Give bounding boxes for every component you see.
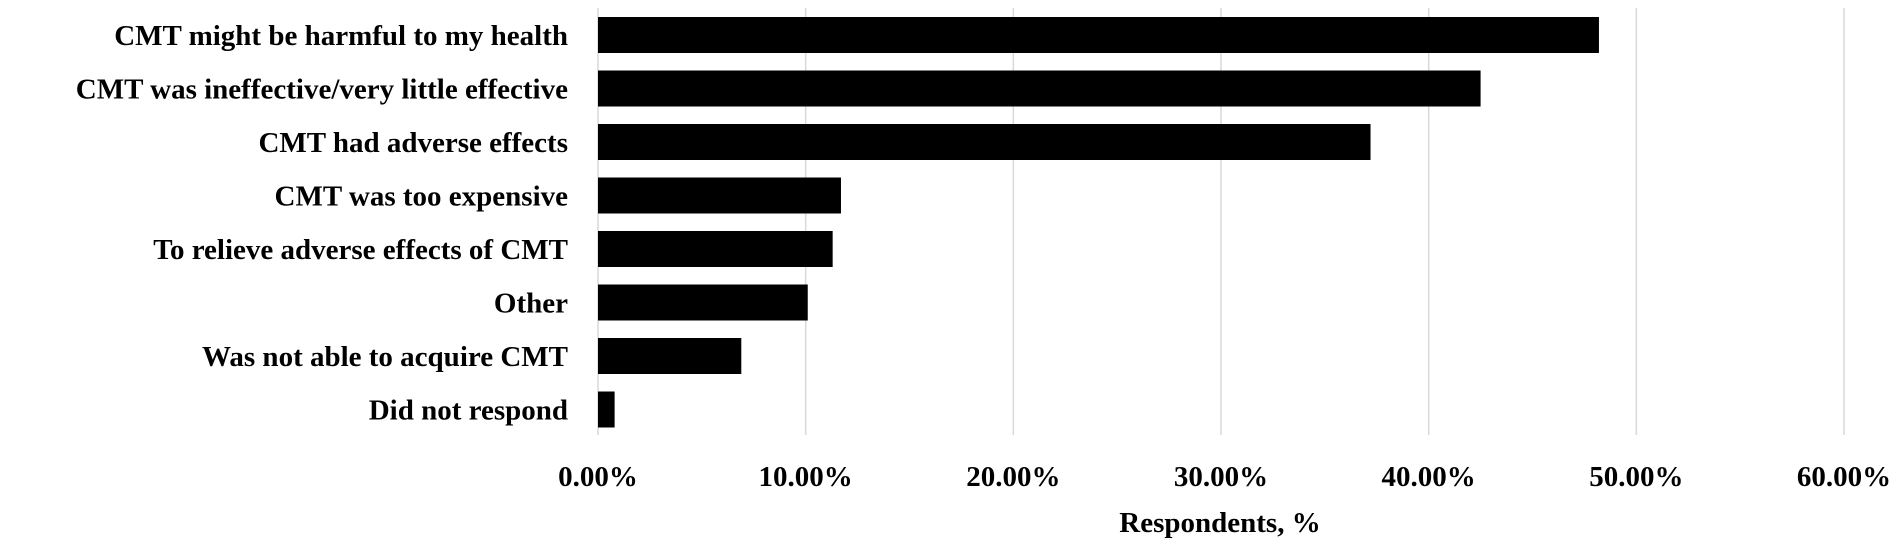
x-axis-title: Respondents, % bbox=[1119, 507, 1320, 539]
category-label: Was not able to acquire CMT bbox=[202, 341, 568, 373]
bars bbox=[598, 17, 1599, 428]
x-tick-label: 10.00% bbox=[759, 461, 853, 493]
x-tick-label: 60.00% bbox=[1797, 461, 1891, 493]
category-label: CMT might be harmful to my health bbox=[114, 20, 568, 52]
category-labels: CMT might be harmful to my health CMT was… bbox=[76, 20, 568, 427]
x-tick-label: 50.00% bbox=[1589, 461, 1683, 493]
bar bbox=[598, 231, 833, 267]
category-label: CMT was too expensive bbox=[275, 181, 569, 213]
bar bbox=[598, 17, 1599, 53]
category-label: CMT was ineffective/very little effectiv… bbox=[76, 74, 568, 106]
x-tick-labels: 0.00% 10.00% 20.00% 30.00% 40.00% 50.00% 60.00… bbox=[558, 461, 1891, 493]
bar bbox=[598, 391, 615, 428]
x-tick-label: 0.00% bbox=[558, 461, 638, 493]
bar bbox=[598, 338, 742, 374]
bar bbox=[598, 70, 1481, 107]
bar bbox=[598, 124, 1371, 160]
bar bbox=[598, 177, 841, 214]
category-label: Did not respond bbox=[369, 395, 568, 427]
x-tick-label: 40.00% bbox=[1382, 461, 1476, 493]
category-label: Other bbox=[494, 288, 568, 320]
category-label: CMT had adverse effects bbox=[258, 127, 568, 159]
bar bbox=[598, 284, 808, 321]
category-label: To relieve adverse effects of CMT bbox=[153, 234, 568, 266]
x-tick-label: 20.00% bbox=[966, 461, 1060, 493]
x-tick-label: 30.00% bbox=[1174, 461, 1268, 493]
